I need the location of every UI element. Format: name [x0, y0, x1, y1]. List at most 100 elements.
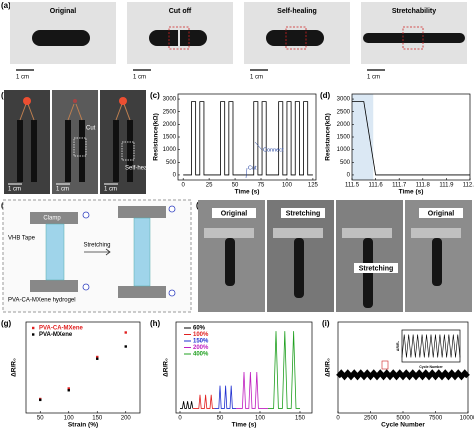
x-tick-label: 75 — [258, 183, 265, 189]
data-line — [268, 331, 300, 409]
annotation: Cut — [86, 126, 96, 132]
data-point — [67, 387, 70, 390]
hydrogel — [432, 238, 442, 286]
x-tick-label: 0 — [182, 183, 186, 189]
legend-label: PVA-MXene — [39, 332, 73, 338]
caption-box — [281, 208, 325, 218]
wire — [19, 103, 27, 121]
legend-label: 100% — [193, 332, 209, 338]
clamp — [118, 286, 166, 298]
vhb-tape — [133, 217, 151, 287]
clamp — [118, 206, 166, 218]
hydrogel — [17, 120, 23, 182]
y-tick-label: 2500 — [337, 109, 351, 115]
data-point — [124, 331, 127, 334]
electrode — [168, 289, 176, 297]
photo-caption: Self-healing — [277, 8, 317, 15]
led — [23, 97, 31, 105]
wire — [67, 103, 75, 121]
y-tick-label: 0 — [173, 173, 177, 179]
data-point — [39, 398, 42, 402]
y-tick-label: 500 — [340, 160, 351, 166]
x-tick-label: 150 — [92, 416, 103, 422]
data-line — [214, 385, 236, 409]
panel-label: (a) — [1, 1, 11, 10]
annotation: Connect — [263, 147, 284, 153]
wire — [27, 103, 35, 121]
x-tick-label: 5000 — [396, 416, 410, 422]
data-line — [401, 334, 461, 358]
legend-label: PVA-CA-MXene — [39, 326, 84, 332]
clamp — [342, 228, 392, 238]
scale-bar-label: 1 cm — [8, 187, 21, 193]
legend-label: 200% — [193, 345, 209, 351]
data-point — [124, 345, 127, 348]
data-line — [183, 101, 313, 176]
vhb-tape — [45, 223, 65, 281]
y-axis-label: ΔR/R₀ — [163, 358, 170, 377]
diagram-label: PVA-CA-MXene hydrogel — [8, 298, 76, 304]
photo-caption: Cut off — [169, 8, 192, 15]
legend-swatch — [32, 326, 35, 330]
highlight-box — [73, 137, 87, 157]
x-tick-label: 112.0 — [463, 183, 474, 189]
clamp — [411, 228, 461, 238]
plot-frame — [25, 321, 141, 414]
plot-frame — [175, 321, 313, 414]
diagram-label: Stretching — [83, 243, 110, 249]
y-tick-label: 3000 — [337, 97, 351, 103]
x-tick-label: 125 — [308, 183, 319, 189]
diagram-label: Clamp — [43, 216, 61, 222]
x-tick-label: 100 — [282, 183, 293, 189]
caption-box — [354, 263, 398, 273]
photo-caption: Stretchability — [392, 8, 436, 15]
clamp — [204, 228, 254, 238]
caption-box — [212, 208, 256, 218]
photo-caption: Original — [428, 210, 455, 217]
clamp — [30, 280, 78, 292]
electrode — [82, 283, 90, 291]
photo-caption: Original — [50, 8, 77, 15]
y-tick-label: 1000 — [163, 147, 177, 153]
hydrogel — [266, 30, 324, 46]
photo-caption: Original — [221, 210, 248, 217]
legend-label: 150% — [193, 339, 209, 345]
y-axis-label: ΔR/R₀ — [11, 358, 18, 377]
y-tick-label: 1000 — [337, 147, 351, 153]
scale-bar-label: 1 cm — [16, 75, 29, 81]
shaded-region — [352, 94, 374, 180]
data-line — [180, 401, 194, 409]
clamp — [30, 212, 78, 224]
panel-label: (d) — [320, 91, 331, 100]
hydrogel — [32, 30, 90, 46]
data-point — [96, 355, 99, 359]
data-point — [67, 389, 70, 392]
wire — [115, 103, 123, 121]
y-axis-label: Resistance(kΩ) — [153, 113, 160, 160]
x-tick-label: 50 — [232, 183, 239, 189]
x-tick-label: 7500 — [429, 416, 443, 422]
photo — [4, 90, 50, 194]
y-tick-label: 500 — [166, 160, 177, 166]
arrow — [84, 248, 111, 256]
hydrogel — [31, 120, 37, 182]
hydrogel — [65, 120, 71, 182]
highlight-box — [381, 360, 389, 370]
x-axis-label: Cycle Number — [381, 422, 425, 429]
data-line — [192, 394, 215, 409]
legend-label: 400% — [193, 352, 209, 358]
y-axis-label: ΔR/R₀ — [325, 358, 332, 377]
data-line — [352, 101, 470, 176]
scale-bar-label: 1 cm — [56, 187, 69, 193]
led — [119, 97, 127, 105]
wire — [75, 103, 83, 121]
y-tick-label: 2000 — [163, 122, 177, 128]
x-tick-label: 111.9 — [439, 183, 454, 189]
x-tick-label: 50 — [37, 416, 44, 422]
x-tick-label: 10000 — [460, 416, 474, 422]
annotation-arrow — [245, 167, 248, 179]
diagram-label: VHB Tape — [8, 236, 36, 242]
electrode — [82, 211, 90, 219]
annotation-arrow — [254, 141, 263, 151]
